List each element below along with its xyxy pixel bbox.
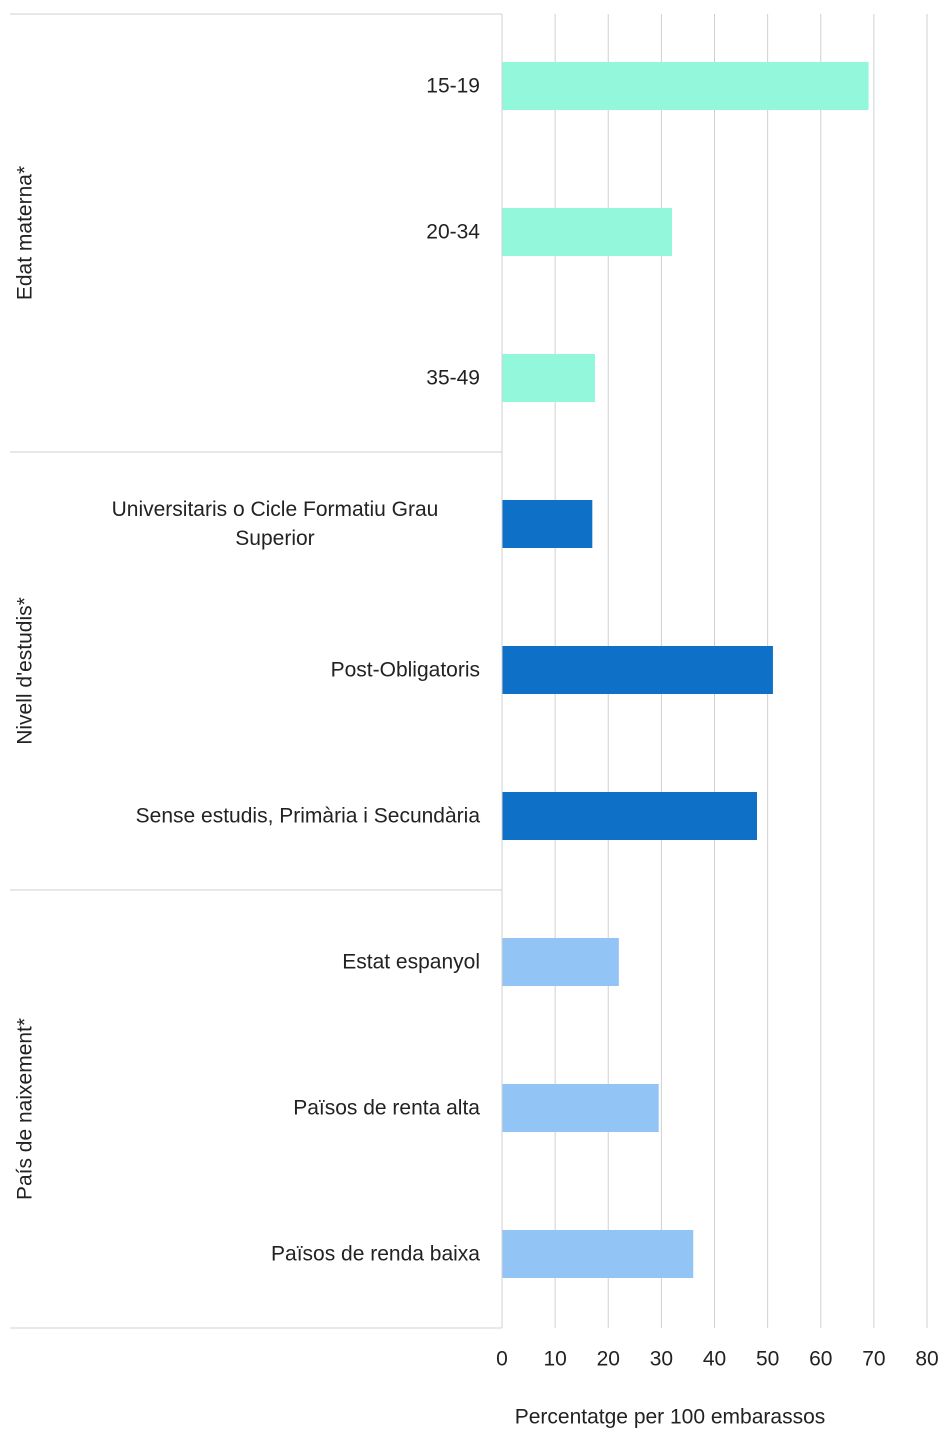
category-label: Post-Obligatoris <box>330 658 480 682</box>
bar <box>502 354 595 402</box>
x-tick-label: 20 <box>597 1348 620 1371</box>
bar <box>502 646 773 694</box>
group-label: Nivell d'estudis* <box>14 597 37 745</box>
bar <box>502 1230 694 1278</box>
category-label: Sense estudis, Primària i Secundària <box>135 804 480 828</box>
category-label: Països de renda baixa <box>271 1242 480 1266</box>
bar <box>502 1084 659 1132</box>
x-tick-label: 0 <box>496 1348 508 1371</box>
category-label: 35-49 <box>426 366 480 390</box>
category-label: Universitaris o Cicle Formatiu Grau Supe… <box>111 498 439 550</box>
category-label: Estat espanyol <box>342 950 480 974</box>
bar <box>502 938 619 986</box>
x-tick-label: 30 <box>650 1348 673 1371</box>
x-axis-title: Percentatge per 100 embarassos <box>515 1406 826 1429</box>
x-tick-label: 50 <box>756 1348 779 1371</box>
bar <box>502 792 757 840</box>
x-tick-label: 10 <box>543 1348 566 1371</box>
x-tick-label: 40 <box>703 1348 726 1371</box>
x-tick-label: 80 <box>915 1348 938 1371</box>
bar <box>502 62 869 110</box>
group-label: Edat materna* <box>14 166 37 300</box>
category-label: 15-19 <box>426 74 480 98</box>
bar <box>502 500 593 548</box>
group-label: País de naixement* <box>14 1018 37 1200</box>
category-label: Països de renta alta <box>293 1096 480 1120</box>
x-tick-label: 60 <box>809 1348 832 1371</box>
bar <box>502 208 672 256</box>
x-tick-label: 70 <box>862 1348 885 1371</box>
category-label: 20-34 <box>426 220 480 244</box>
